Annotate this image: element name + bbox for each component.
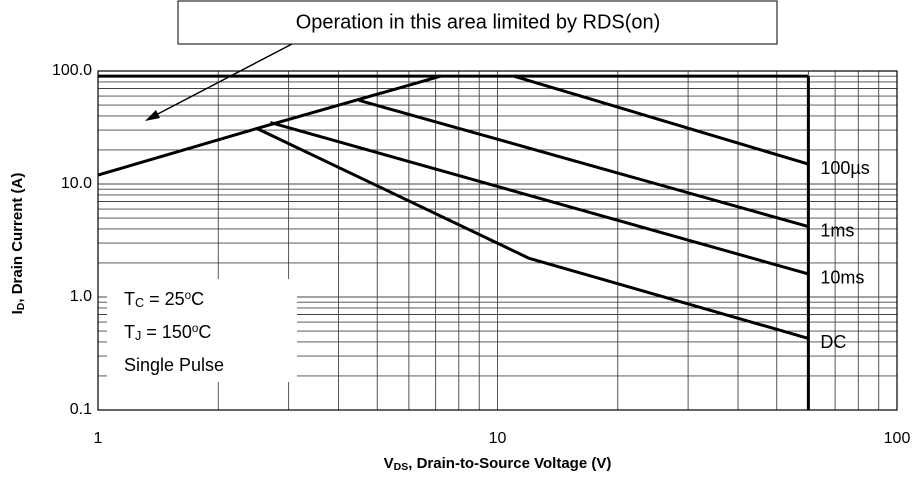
annotation: Operation in this area limited by RDS(on… [296,11,661,33]
text-part: o [192,322,199,335]
x-tick-label: 100 [884,430,911,447]
x-tick-label: 10 [489,430,507,447]
text-part: T [124,289,135,309]
text-part: o [185,289,192,302]
series-line [358,98,809,229]
series-label: DC [820,332,846,352]
series-label: 100µs [820,158,869,178]
text-part: I [9,310,26,314]
series-line [513,74,809,166]
text-part: , Drain Current (A) [9,173,26,303]
series-label: 1ms [820,220,854,240]
text-part: C [191,289,204,309]
text-part: = 25 [144,289,185,309]
text-part: , Drain-to-Source Voltage (V) [408,455,611,472]
text-part: DS [394,461,409,473]
annotation-box [177,0,778,45]
condition: Single Pulse [124,355,224,375]
lines [97,74,810,410]
condition: TJ = 150oC [124,322,211,343]
y-axis-label: ID, Drain Current (A) [9,173,27,315]
condition: TC = 25oC [124,289,204,310]
arrow-head [145,110,160,121]
text-part: J [135,329,141,343]
y-tick-label: 1.0 [70,288,92,305]
text-part: V [384,455,394,472]
text-part: C [135,296,144,310]
series-line [256,127,809,340]
text-part: C [198,322,211,342]
y-tick-label: 100.0 [52,62,92,79]
series-label: 10ms [820,268,864,288]
annotation-arrow [151,43,293,118]
plot-frame [97,70,898,411]
y-tick-label: 10.0 [61,175,92,192]
series-line [97,74,441,177]
conditions-box [107,279,297,382]
text-part: Single Pulse [124,355,224,375]
x-tick-label: 1 [94,430,103,447]
text-part: T [124,322,135,342]
x-axis-label: VDS, Drain-to-Source Voltage (V) [384,455,612,473]
text-part: = 150 [141,322,192,342]
labels: 1 10 100 0.1 1.0 10.0 100.0 VDS, Drain-to-Sourc… [9,62,910,472]
series-line [269,121,809,276]
y-tick-label: 0.1 [70,401,92,418]
text-part: D [15,302,27,310]
